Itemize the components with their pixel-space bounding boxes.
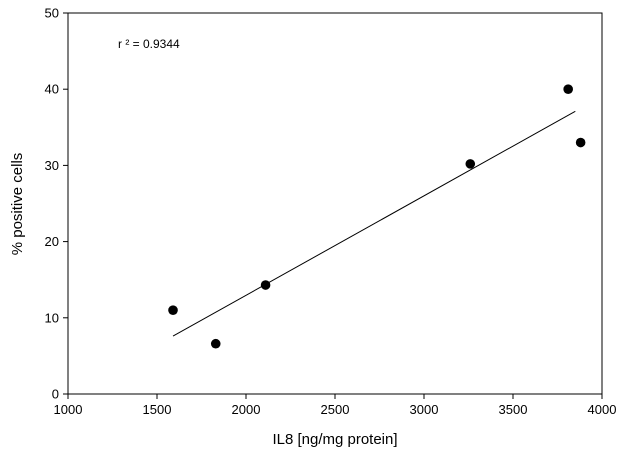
data-point <box>575 137 586 148</box>
x-tick-label: 2000 <box>232 402 261 417</box>
y-tick-label: 10 <box>45 310 59 325</box>
x-tick-label: 2500 <box>321 402 350 417</box>
plot-frame <box>67 12 603 395</box>
y-tick-label: 40 <box>45 82 59 97</box>
plot-border <box>67 12 603 395</box>
y-axis-ticks: 0 10 20 30 40 50 <box>45 6 68 402</box>
data-point <box>260 280 271 290</box>
x-tick-label: 3500 <box>499 402 528 417</box>
regression-line <box>172 110 576 337</box>
data-point <box>168 305 178 315</box>
x-tick-label: 1000 <box>54 402 83 417</box>
y-axis-title: % positive cells <box>9 153 26 256</box>
data-point <box>465 159 476 169</box>
data-point <box>210 338 221 349</box>
data-point <box>563 84 573 94</box>
x-tick-label: 3000 <box>410 402 439 417</box>
regression-line-group <box>172 110 576 337</box>
y-tick-label: 0 <box>52 387 59 402</box>
data-points <box>168 84 586 349</box>
x-axis-title: IL8 [ng/mg protein] <box>272 431 397 448</box>
y-tick-label: 20 <box>45 234 59 249</box>
x-tick-label: 1500 <box>143 402 172 417</box>
r-squared-annotation: r ² = 0.9344 <box>118 37 180 51</box>
y-tick-label: 50 <box>45 6 59 21</box>
x-tick-label: 4000 <box>588 402 617 417</box>
x-axis-ticks: 1000 1500 2000 2500 3000 3500 4000 <box>54 394 617 417</box>
y-tick-label: 30 <box>45 158 59 173</box>
